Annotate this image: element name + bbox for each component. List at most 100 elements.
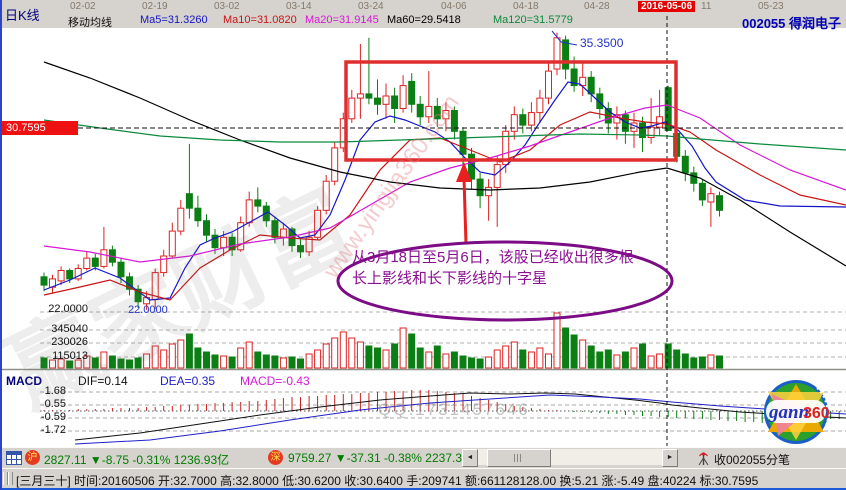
volume-bar (545, 353, 552, 369)
window-left-edge (0, 0, 2, 490)
volume-bar (288, 356, 296, 369)
candle-body (562, 39, 570, 70)
candle-body (185, 193, 193, 209)
annotation-text-line2: 长上影线和长下影线的十字星 (352, 270, 548, 287)
candle-body (485, 186, 493, 197)
volume-bar (425, 351, 433, 369)
candle-body (681, 155, 689, 174)
candle-body (639, 122, 646, 138)
volume-bar (391, 343, 399, 369)
candle-body (254, 199, 262, 207)
candle-body (502, 130, 510, 166)
volume-bar (211, 354, 219, 369)
volume-bar (579, 339, 587, 369)
macd-scale-label: -1.72 (40, 424, 66, 436)
macd-title: MACD (6, 374, 42, 388)
scroll-right-button[interactable]: ► (662, 449, 678, 467)
volume-bar (168, 343, 176, 369)
volume-bar (151, 345, 159, 369)
macd-scale-label: 1.68 (44, 385, 66, 397)
status-bar: 沪 2827.11 ▼-8.75 -0.31% 1236.93亿 深 9759.… (0, 447, 846, 468)
volume-bar (49, 359, 56, 369)
volume-bar (673, 349, 681, 369)
candle-body (348, 97, 356, 120)
macd-dif-value: DIF=0.14 (78, 374, 128, 388)
volume-bar (639, 343, 646, 369)
candle-body (271, 220, 279, 238)
candle-body (510, 114, 518, 132)
macd-scale-label: 0.55 (44, 398, 66, 410)
candle-body (707, 193, 715, 203)
ma-header-value: Ma120=31.5779 (493, 14, 573, 26)
svg-text:360: 360 (803, 405, 830, 422)
volume-bar (126, 359, 133, 369)
high-price-label: 35.3500 (580, 36, 624, 50)
ohlc-info-bar: [三月三十] 时间:20160506 开:32.7000 高:32.8000 低… (0, 468, 846, 489)
ma20-line (43, 104, 846, 263)
volume-bar (254, 351, 262, 369)
date-tick: 02-19 (142, 1, 168, 12)
volume-bar (382, 349, 390, 369)
volume-bar (305, 353, 313, 369)
volume-bar (698, 356, 706, 369)
volume-bar (664, 343, 672, 369)
candle-body (527, 112, 535, 126)
volume-bar (143, 353, 151, 369)
candle-body (365, 93, 373, 99)
candle-body (91, 257, 99, 267)
candle-body (40, 276, 48, 286)
toolbar-grip[interactable] (8, 472, 13, 485)
scrollbar-thumb[interactable] (487, 449, 551, 467)
volume-bar (108, 355, 116, 369)
candle-body (211, 234, 219, 249)
candle-body (297, 245, 304, 253)
candle-body (57, 270, 65, 282)
candle-body (228, 236, 236, 251)
toolbar-grip[interactable] (3, 472, 8, 485)
volume-bar (468, 357, 475, 369)
volume-scale-label: 230026 (51, 336, 88, 348)
low-price-ma-label: 22.0000 (128, 304, 168, 316)
volume-bar (194, 347, 202, 369)
scroll-left-button[interactable]: ◄ (462, 449, 478, 467)
macd-plot (43, 390, 846, 445)
horizontal-scrollbar[interactable]: ◄ ► (462, 449, 678, 467)
candles (40, 32, 723, 310)
candle-body (425, 105, 433, 118)
volume-bar (716, 355, 723, 369)
volume-bar (656, 353, 664, 369)
volume-bar (399, 327, 407, 369)
ma-header-value: Ma20=31.9145 (305, 14, 379, 26)
volume-bar (100, 351, 108, 369)
macd-scale-label: -0.59 (40, 411, 66, 423)
ma5-line (43, 81, 846, 301)
volume-bar (450, 351, 458, 369)
svg-text:gann: gann (768, 402, 809, 423)
ma-header-value: Ma5=31.3260 (140, 14, 208, 26)
candle-body (553, 37, 561, 70)
volume-bar (459, 355, 467, 369)
date-tick: 03-24 (358, 1, 384, 12)
macd-hist-value: MACD=-0.43 (240, 374, 310, 388)
volume-bar (271, 355, 279, 369)
candle-body (416, 103, 424, 118)
volume-bar (562, 327, 570, 369)
grid-icon[interactable] (6, 451, 22, 465)
candle-body (442, 110, 450, 120)
volume-bar (570, 334, 578, 369)
date-tick: 03-14 (286, 1, 312, 12)
volume-bar (681, 353, 689, 369)
date-tick: 2016-05-06 (638, 1, 696, 12)
tick-view-link[interactable]: 收002055分笔 (714, 453, 791, 467)
annotation-red-box (344, 60, 678, 162)
gann360-logo: gann 360 (764, 380, 830, 444)
shanghai-index-icon: 沪 (25, 450, 40, 465)
candle-body (579, 76, 587, 87)
macd-dea-value: DEA=0.35 (160, 374, 216, 388)
volume-bar (177, 339, 185, 369)
ma-header-title: 移动均线 (68, 17, 112, 29)
volume-bar (519, 349, 527, 369)
shenzhen-index-quote: 9759.27 ▼-37.31 -0.38% 2237.37 (288, 451, 469, 465)
